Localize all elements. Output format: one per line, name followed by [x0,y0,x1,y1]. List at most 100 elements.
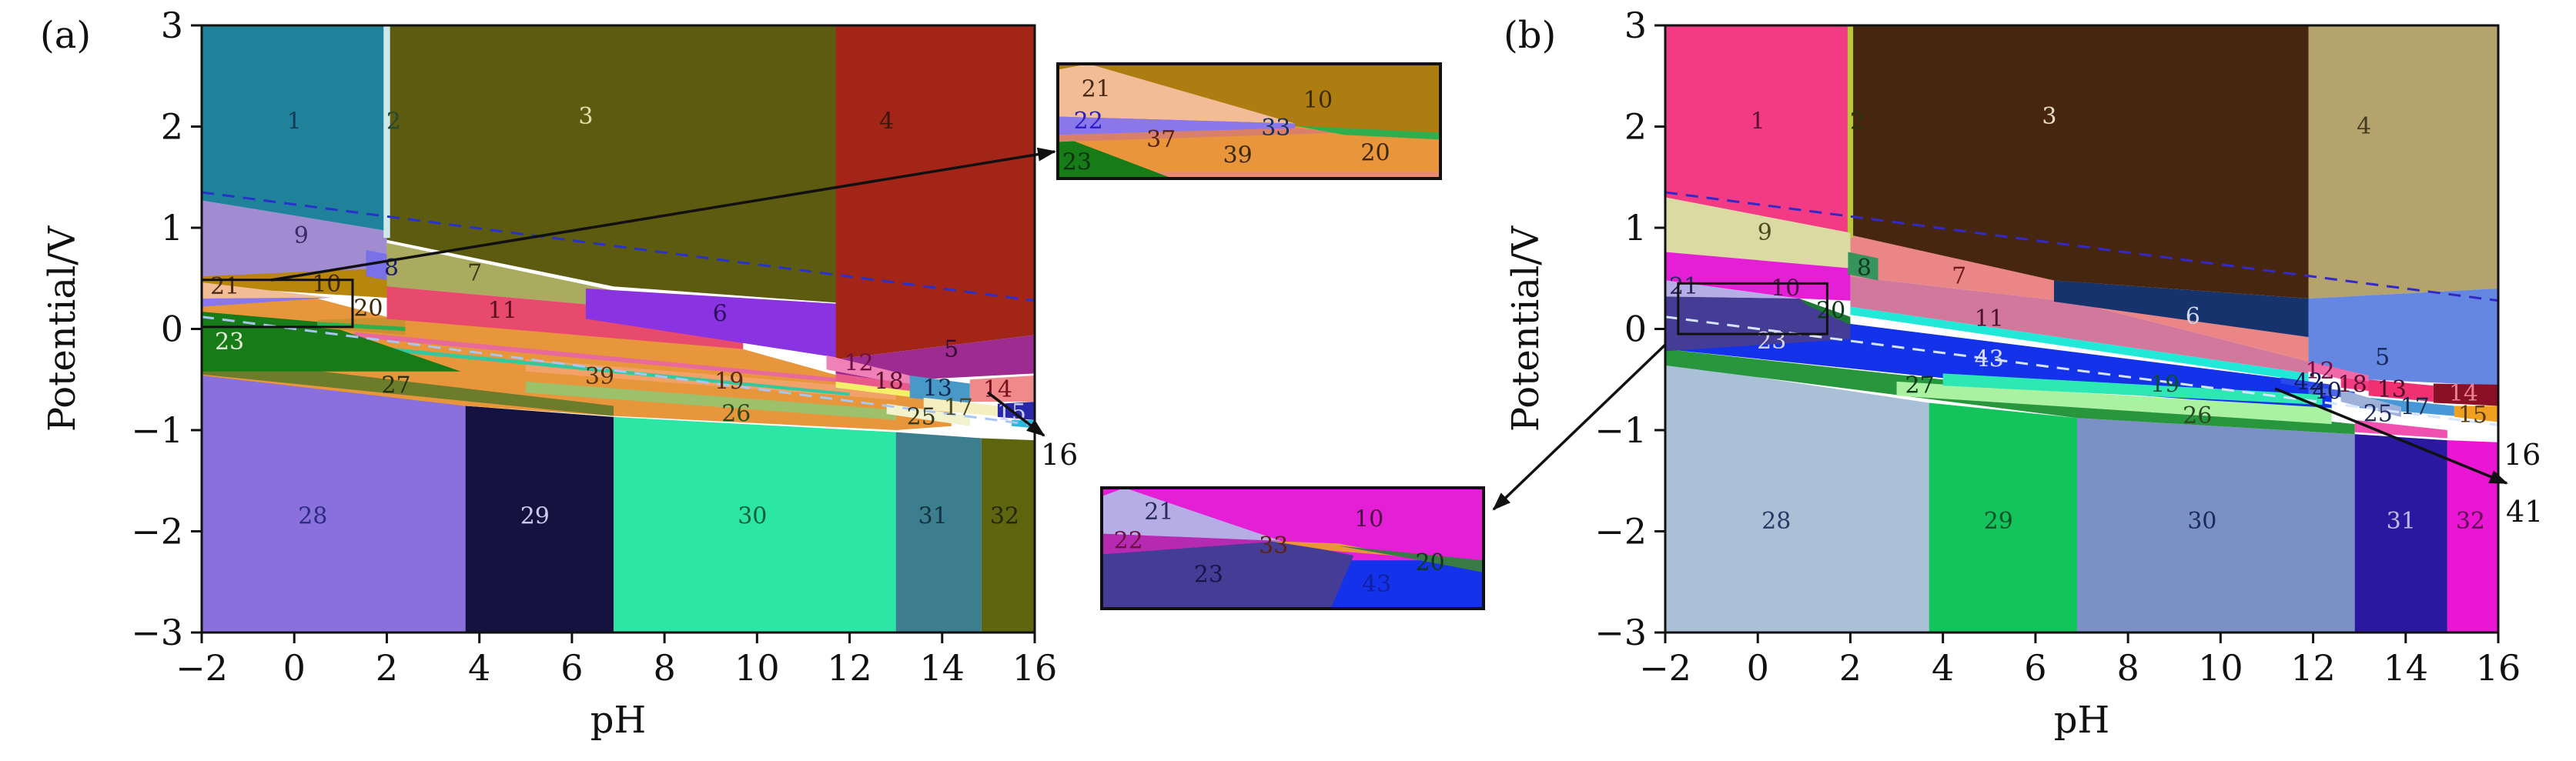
inset-bottom-label-20: 20 [1415,549,1444,576]
inset-top-region-23 [1058,135,1173,179]
panel-a-region-label-17: 17 [944,395,973,422]
panel-b-region-8 [1848,252,1878,281]
panel-a-region-label-28: 28 [298,502,327,529]
panel-b-region-label-1: 1 [1751,108,1765,135]
y-tick-label: 1 [161,207,183,249]
x-tick-label: −2 [176,647,228,689]
panel-label-b: (b) [1504,14,1556,57]
panel-b-region-label-15: 15 [2458,402,2487,429]
panel-b-zoom-rectangle [1677,282,1828,335]
panel-a-region-26 [525,381,896,420]
y-tick-label: 0 [1624,309,1647,350]
panel-b-region-label-11: 11 [1975,305,2004,332]
inset-top-region-39 [1058,125,1440,179]
x-tick-label: 10 [734,647,780,689]
inset-top-label-10: 10 [1303,87,1333,114]
panel-b-region-label-43: 43 [1975,345,2004,372]
panel-a-region-label-21: 21 [210,273,239,300]
panel-b-region-label-40: 40 [2312,379,2341,406]
y-tick-label: −3 [131,612,183,653]
y-tick-label: 3 [161,5,183,46]
x-tick-label: 10 [2198,647,2243,689]
inset-top-label-33: 33 [1261,115,1290,142]
panel-b-region-label-5: 5 [2375,344,2390,371]
panel-a-region-label-4: 4 [879,108,894,135]
panel-b-region-label-42: 42 [2293,369,2323,396]
panel-a-region-label-12: 12 [844,350,873,377]
panel-b-region-label-29: 29 [1984,508,2013,535]
inset-top-label-22: 22 [1074,108,1103,135]
panel-a-outside-region-label-16: 16 [1041,438,1078,472]
x-tick-label: 2 [1839,647,1862,689]
arrow-a-to-top-inset [270,147,1056,282]
panel-b-region-label-9: 9 [1758,219,1772,246]
inset-bottom-label-10: 10 [1354,506,1383,532]
panel-a-region-17 [923,397,998,416]
panel-b-region-label-14: 14 [2449,380,2478,407]
panel-a-region-label-27: 27 [381,372,410,399]
panel-a-region-14 [969,375,1035,402]
panel-b-region-label-20: 20 [1816,297,1845,324]
panel-b-region-label-32: 32 [2456,508,2485,535]
panel-a-region-29 [465,406,614,632]
panel-a-region-label-1: 1 [287,108,302,135]
panel-b-region-label-7: 7 [1952,263,1966,290]
y-tick-label: −1 [131,409,183,451]
x-tick-label: 6 [2024,647,2046,689]
panel-a-region-31 [895,432,982,632]
panel-a-region-sliver-yellow [835,381,933,400]
panel-b-region-15 [2454,406,2498,422]
panel-b-region-11 [1850,276,2309,374]
panel-b-region-label-19: 19 [2150,371,2180,398]
panel-a-region-3 [386,25,836,303]
panel-a-region-32 [981,438,1035,632]
panel-a-region-label-25: 25 [907,403,936,430]
panel-a-region-4 [835,25,1035,359]
inset-top-label-23: 23 [1062,149,1092,176]
inset-top-content: 21 22 37 33 10 39 20 23 [1058,64,1440,179]
inset-top-label-20: 20 [1360,140,1390,167]
inset-bottom-border [1100,486,1485,610]
panel-a-region-13 [909,375,970,404]
panel-b-region-17 [2359,396,2454,416]
x-tick-label: −2 [1639,647,1691,689]
panel-a-region-label-9: 9 [294,222,309,249]
inset-top-border [1056,62,1442,180]
panel-b-region-label-2: 2 [1850,108,1865,135]
panel-a-region-30 [613,416,896,632]
x-tick-label: 16 [2476,647,2521,689]
panel-a-region-label-39: 39 [585,363,614,390]
y-tick-label: 2 [1624,106,1647,148]
water-stability-line-lower [202,315,1035,426]
water-stability-line-upper [1665,191,2498,302]
panel-b-region-label-13: 13 [2377,376,2407,403]
inset-bottom-label-22: 22 [1114,528,1143,555]
y-tick-label: −2 [131,511,183,552]
y-tick-label: 1 [1624,207,1647,249]
panel-b-region-10 [1665,252,1851,301]
panel-b-region-30 [2076,418,2355,632]
inset-top-label-37: 37 [1146,126,1176,153]
panel-b-region-label-8: 8 [1857,255,1872,282]
panel-b-region-label-21: 21 [1669,273,1698,300]
panel-b-region-label-28: 28 [1761,508,1791,535]
panel-b-region-label-30: 30 [2187,508,2216,535]
panel-b-outside-region-label-41: 41 [2506,495,2543,529]
x-axis-label: pH [2054,699,2110,742]
panel-b-region-23 [1665,296,1851,352]
y-tick-label: −2 [1594,511,1647,552]
panel-a-region-22 [202,297,332,307]
y-tick-label: −1 [1594,409,1647,451]
y-tick-label: 2 [161,106,183,148]
panel-a-region-label-3: 3 [578,103,593,130]
panel-b-region-label-17: 17 [2400,393,2430,420]
panel-b-region-26 [1896,381,2332,425]
panel-a-region-label-20: 20 [353,295,383,322]
panel-b-region-13 [2368,379,2434,402]
x-tick-label: 2 [376,647,398,689]
inset-bottom-label-23: 23 [1194,562,1223,589]
panel-a-region-18 [835,373,924,394]
